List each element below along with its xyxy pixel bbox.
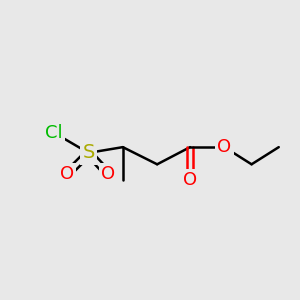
Text: S: S bbox=[82, 143, 95, 162]
Text: O: O bbox=[183, 171, 197, 189]
Text: Cl: Cl bbox=[45, 124, 63, 142]
Text: O: O bbox=[60, 165, 74, 183]
Text: O: O bbox=[101, 165, 116, 183]
Text: O: O bbox=[217, 138, 232, 156]
